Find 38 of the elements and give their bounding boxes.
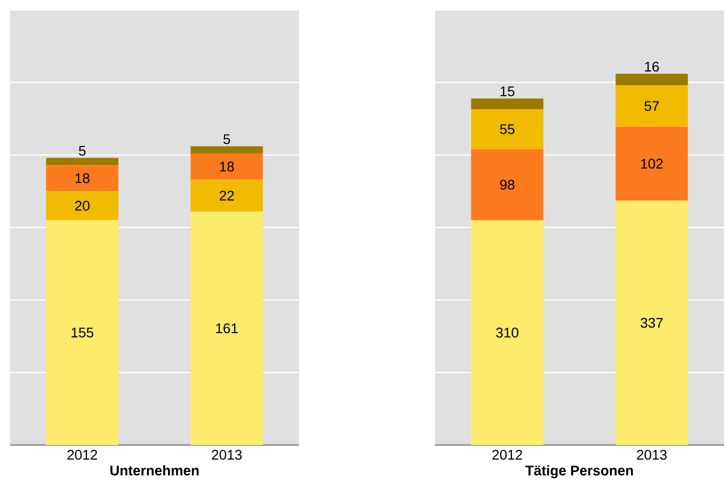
- x-tick-label: 2012: [67, 450, 98, 460]
- bar: [471, 98, 544, 110]
- bar: [616, 200, 688, 445]
- data-label: 337: [640, 318, 663, 328]
- data-label: 18: [76, 173, 90, 184]
- data-label: 98: [500, 180, 514, 190]
- bar: [616, 74, 688, 86]
- bar: [46, 158, 118, 166]
- bar: [190, 146, 263, 154]
- bar: [471, 109, 544, 150]
- data-label: 161: [216, 323, 238, 334]
- data-label: 5: [223, 134, 230, 144]
- bar: [46, 191, 118, 220]
- data-label: 57: [644, 101, 659, 111]
- x-tick-label: 2012: [492, 450, 522, 460]
- data-label: 18: [220, 162, 234, 172]
- bar: [616, 126, 688, 201]
- bar: [190, 180, 263, 212]
- bar: [190, 212, 263, 445]
- bar: [471, 220, 544, 445]
- x-tick-label: 2013: [212, 450, 242, 460]
- bar: [190, 154, 263, 180]
- bar: [471, 149, 544, 220]
- bar: [46, 165, 118, 192]
- data-label: 16: [645, 62, 659, 72]
- data-label: 15: [500, 86, 514, 96]
- data-label: 310: [496, 328, 518, 338]
- data-label: 155: [72, 328, 94, 338]
- data-label: 5: [78, 146, 86, 156]
- data-label: 102: [641, 158, 663, 169]
- x-axis-title: Tätige Personen: [525, 465, 633, 478]
- data-label: 20: [75, 200, 90, 211]
- x-tick-label: 2013: [636, 450, 667, 460]
- bar: [616, 85, 688, 127]
- bar: [46, 220, 118, 445]
- data-label: 22: [220, 190, 234, 200]
- x-axis-title: Unternehmen: [110, 465, 199, 476]
- data-label: 55: [500, 124, 514, 134]
